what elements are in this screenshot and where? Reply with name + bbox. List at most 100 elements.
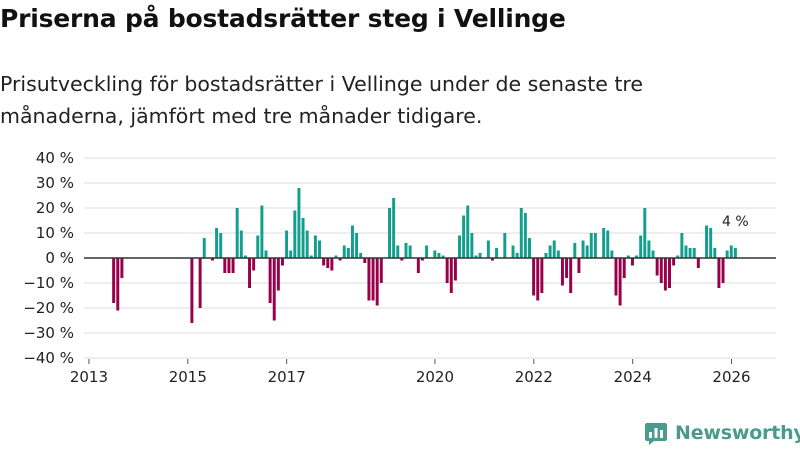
- bar-positive: [342, 245, 346, 258]
- bar-negative: [618, 258, 622, 306]
- bar-positive: [408, 245, 412, 258]
- bar-positive: [425, 245, 429, 258]
- bar-negative: [367, 258, 371, 301]
- bar-negative: [248, 258, 252, 288]
- x-tick-label: 2024: [614, 368, 652, 386]
- bar-negative: [227, 258, 231, 273]
- bar-positive: [478, 253, 482, 258]
- bar-positive: [511, 245, 515, 258]
- bar-positive: [202, 238, 206, 258]
- bar-negative: [198, 258, 202, 308]
- x-tick-label: 2020: [416, 368, 454, 386]
- bar-positive: [441, 255, 445, 258]
- bar-positive: [676, 255, 680, 258]
- bar-positive: [359, 253, 363, 258]
- y-tick-label: −40 %: [23, 349, 74, 367]
- bar-negative: [330, 258, 334, 271]
- bar-positive: [680, 233, 684, 258]
- bar-positive: [692, 248, 696, 258]
- bar-negative: [569, 258, 573, 293]
- bar-positive: [589, 233, 593, 258]
- bar-negative: [622, 258, 626, 278]
- bar-positive: [404, 243, 408, 258]
- bar-positive: [651, 250, 655, 258]
- bar-negative: [445, 258, 449, 283]
- bar-negative: [116, 258, 120, 311]
- y-axis-ticks: 40 % 30 % 20 % 10 % 0 % −10 % −20 % −30 % −40 %: [23, 149, 74, 367]
- bar-negative: [540, 258, 544, 293]
- bar-positive: [552, 240, 556, 258]
- bar-negative: [560, 258, 564, 286]
- bar-negative: [672, 258, 676, 266]
- bar-positive: [388, 208, 391, 258]
- bar-negative: [655, 258, 659, 276]
- bar-positive: [610, 250, 614, 258]
- bar-positive: [305, 230, 309, 258]
- bar-negative: [668, 258, 671, 288]
- brand-name: Newsworthy: [675, 422, 800, 444]
- bar-positive: [433, 250, 437, 258]
- bar-negative: [577, 258, 581, 273]
- bar-positive: [264, 250, 268, 258]
- bar-negative: [371, 258, 375, 301]
- bar-negative: [663, 258, 667, 291]
- bar-negative: [536, 258, 540, 301]
- bar-positive: [309, 255, 313, 258]
- bar-negative: [614, 258, 618, 296]
- bar-positive: [334, 255, 338, 258]
- y-tick-label: −10 %: [23, 274, 74, 292]
- bar-positive: [528, 238, 531, 258]
- bar-negative: [272, 258, 276, 321]
- latest-value-label: 4 %: [722, 214, 749, 230]
- bar-negative: [717, 258, 721, 288]
- annotations: 4 %: [722, 214, 749, 230]
- bar-negative: [276, 258, 280, 291]
- bar-positive: [392, 198, 396, 258]
- bar-positive: [523, 213, 527, 258]
- chart-title: Priserna på bostadsrätter steg i Velling…: [0, 4, 566, 33]
- bar-positive: [285, 230, 289, 258]
- x-tick-label: 2026: [712, 368, 750, 386]
- bar-negative: [120, 258, 124, 278]
- bar-positive: [581, 240, 585, 258]
- newsworthy-logo: Newsworthy: [644, 420, 800, 446]
- bar-negative: [231, 258, 235, 273]
- bar-positive: [297, 188, 301, 258]
- bar-negative: [449, 258, 453, 293]
- bar-positive: [515, 253, 519, 258]
- bar-negative: [453, 258, 457, 281]
- bar-positive: [626, 255, 630, 258]
- bar-positive: [470, 233, 474, 258]
- bar-positive: [733, 248, 737, 258]
- bar-positive: [466, 205, 470, 258]
- bar-positive: [573, 243, 577, 258]
- bar-positive: [239, 230, 243, 258]
- y-tick-label: −30 %: [23, 324, 74, 342]
- bar-negative: [280, 258, 284, 266]
- bar-positive: [458, 235, 461, 258]
- bar-negative: [565, 258, 569, 278]
- bar-positive: [709, 228, 713, 258]
- bar-positive: [235, 208, 239, 258]
- bar-positive: [556, 250, 560, 258]
- y-tick-label: 0 %: [45, 249, 74, 267]
- bar-negative: [696, 258, 700, 268]
- bar-positive: [639, 235, 643, 258]
- bar-positive: [705, 225, 709, 258]
- x-tick-label: 2013: [70, 368, 108, 386]
- bar-negative: [210, 258, 214, 261]
- x-axis: 2013 2015 2017 2020 2022 2024 2026: [70, 359, 751, 386]
- bar-positive: [350, 225, 354, 258]
- bars: [112, 188, 737, 323]
- x-tick-label: 2015: [169, 368, 207, 386]
- bar-negative: [326, 258, 330, 268]
- bar-positive: [346, 248, 350, 258]
- bar-positive: [585, 245, 589, 258]
- bar-positive: [647, 240, 651, 258]
- bar-positive: [495, 248, 499, 258]
- bar-positive: [688, 248, 692, 258]
- bar-positive: [289, 250, 293, 258]
- y-tick-label: 40 %: [36, 149, 74, 167]
- bar-negative: [532, 258, 536, 296]
- bar-positive: [243, 255, 247, 258]
